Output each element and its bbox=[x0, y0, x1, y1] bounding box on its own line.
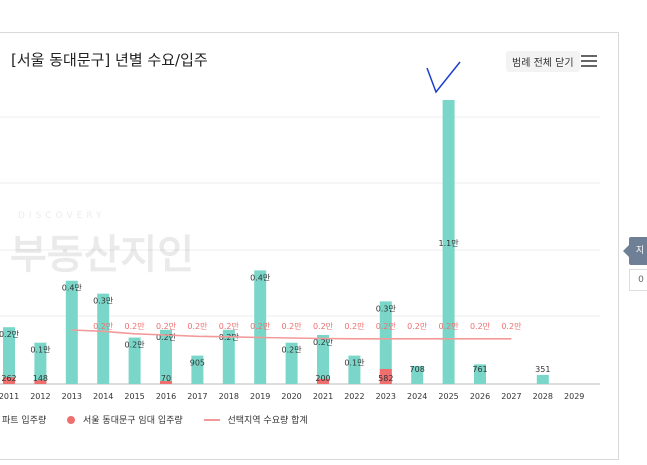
x-tick-label: 2029 bbox=[564, 392, 584, 401]
legend-item-demand[interactable]: 선택지역 수요량 합계 bbox=[227, 416, 308, 426]
legend-toggle-button[interactable]: 범례 전체 닫기 bbox=[506, 51, 580, 72]
bar-value-label: 0.2만 bbox=[313, 338, 334, 347]
x-tick-label: 2019 bbox=[250, 392, 270, 401]
demand-value-label: 0.2만 bbox=[93, 322, 114, 331]
bar-2026[interactable] bbox=[474, 364, 486, 384]
demand-value-label: 0.2만 bbox=[282, 322, 303, 331]
demand-value-label: 0.2만 bbox=[501, 322, 522, 331]
demand-value-label: 0.2만 bbox=[376, 322, 397, 331]
rental-bar-2011 bbox=[3, 377, 15, 384]
bar-2017[interactable] bbox=[191, 355, 204, 384]
bar-2018[interactable] bbox=[222, 329, 235, 384]
watermark: 부동산지인 DISCOVERY bbox=[10, 211, 194, 278]
x-tick-label: 2012 bbox=[30, 392, 50, 401]
legend-item-rental[interactable]: 서울 동대문구 임대 입주량 bbox=[83, 416, 183, 426]
side-arrow-icon bbox=[623, 245, 629, 257]
x-tick-label: 2020 bbox=[281, 392, 301, 401]
side-tooltip-panel: 지 0 bbox=[623, 229, 647, 299]
bar-2011[interactable] bbox=[3, 327, 15, 384]
demand-line bbox=[71, 329, 512, 340]
bar-2014[interactable] bbox=[97, 293, 110, 384]
demand-value-label: 0.2만 bbox=[187, 322, 208, 331]
rental-bar-2016 bbox=[160, 381, 172, 384]
hamburger-menu-icon[interactable] bbox=[581, 55, 597, 67]
bar-value-label: 708 bbox=[410, 365, 425, 374]
bar-2023[interactable] bbox=[379, 301, 392, 384]
bar-value-label: 351 bbox=[535, 365, 550, 374]
bar-2024[interactable] bbox=[411, 365, 424, 384]
demand-value-label: 0.2만 bbox=[470, 322, 491, 331]
bar-2012[interactable] bbox=[34, 342, 47, 384]
demand-value-label: 0.2만 bbox=[344, 322, 365, 331]
x-tick-label: 2013 bbox=[62, 392, 82, 401]
x-tick-label: 2015 bbox=[124, 392, 144, 401]
x-tick-label: 2027 bbox=[501, 392, 521, 401]
legend-dot-rental bbox=[67, 415, 76, 424]
demand-value-label: 0.2만 bbox=[439, 322, 460, 331]
bar-value-label: 0.2만 bbox=[282, 346, 303, 355]
watermark-small: DISCOVERY bbox=[18, 211, 106, 221]
side-tab[interactable]: 지 bbox=[629, 237, 647, 265]
x-tick-label: 2017 bbox=[187, 392, 207, 401]
x-tick-label: 2011 bbox=[0, 392, 19, 401]
x-tick-label: 2025 bbox=[438, 392, 458, 401]
demand-value-label: 0.2만 bbox=[407, 322, 428, 331]
rental-bar-2021 bbox=[317, 378, 329, 384]
bar-value-label: 0.4만 bbox=[250, 273, 271, 282]
rental-value-label: 582 bbox=[378, 374, 393, 383]
chart-legend: 파트 입주량 서울 동대문구 임대 입주량 선택지역 수요량 합계 bbox=[0, 413, 308, 426]
bar-2028[interactable] bbox=[536, 374, 549, 384]
rental-bar-2023 bbox=[379, 368, 392, 384]
x-tick-label: 2026 bbox=[470, 392, 490, 401]
demand-value-label: 0.2만 bbox=[156, 322, 177, 331]
rental-value-label: 148 bbox=[33, 374, 48, 383]
bar-value-label: 0.1만 bbox=[30, 346, 51, 355]
watermark-text: 부동산지인 bbox=[10, 232, 194, 278]
bar-2022[interactable] bbox=[348, 355, 361, 384]
bar-2013[interactable] bbox=[65, 280, 78, 384]
bar-2015[interactable] bbox=[128, 337, 141, 384]
demand-value-label: 0.2만 bbox=[219, 322, 240, 331]
bar-2025[interactable] bbox=[442, 100, 455, 384]
rental-value-label: 70 bbox=[161, 374, 171, 383]
bar-value-label: 0.2만 bbox=[125, 341, 146, 350]
bar-2019[interactable] bbox=[254, 270, 267, 384]
x-tick-label: 2021 bbox=[313, 392, 333, 401]
bar-value-label: 0.2만 bbox=[0, 330, 20, 339]
x-tick-label: 2016 bbox=[156, 392, 176, 401]
bar-value-label: 0.3만 bbox=[93, 297, 114, 306]
x-tick-label: 2014 bbox=[93, 392, 113, 401]
rental-bar-2012 bbox=[34, 380, 47, 384]
legend-item-apartments[interactable]: 파트 입주량 bbox=[2, 416, 47, 426]
bar-value-label: 0.4만 bbox=[62, 284, 83, 293]
chart-title: [서울 동대문구] 년별 수요/입주 bbox=[11, 51, 208, 69]
bar-value-label: 0.2만 bbox=[156, 333, 177, 342]
handwritten-check-mark bbox=[426, 61, 461, 94]
rental-value-label: 200 bbox=[315, 374, 330, 383]
x-tick-label: 2022 bbox=[344, 392, 364, 401]
chart-frame bbox=[0, 32, 619, 460]
x-tick-label: 2018 bbox=[219, 392, 239, 401]
bar-value-label: 0.3만 bbox=[376, 304, 397, 313]
x-tick-label: 2024 bbox=[407, 392, 427, 401]
bar-value-label: 761 bbox=[472, 365, 487, 374]
rental-value-label: 262 bbox=[1, 374, 16, 383]
x-tick-label: 2028 bbox=[533, 392, 553, 401]
bar-2020[interactable] bbox=[285, 342, 298, 384]
bar-2016[interactable] bbox=[160, 329, 172, 384]
legend-line-demand bbox=[203, 418, 220, 421]
demand-value-label: 0.2만 bbox=[250, 322, 271, 331]
bar-value-label: 1.1만 bbox=[439, 239, 460, 248]
bar-value-label: 905 bbox=[190, 359, 205, 368]
side-value: 0 bbox=[629, 269, 647, 291]
bar-2021[interactable] bbox=[317, 334, 329, 384]
bar-value-label: 0.1만 bbox=[344, 359, 365, 368]
x-tick-label: 2023 bbox=[376, 392, 396, 401]
demand-value-label: 0.2만 bbox=[313, 322, 334, 331]
demand-value-label: 0.2만 bbox=[125, 322, 146, 331]
